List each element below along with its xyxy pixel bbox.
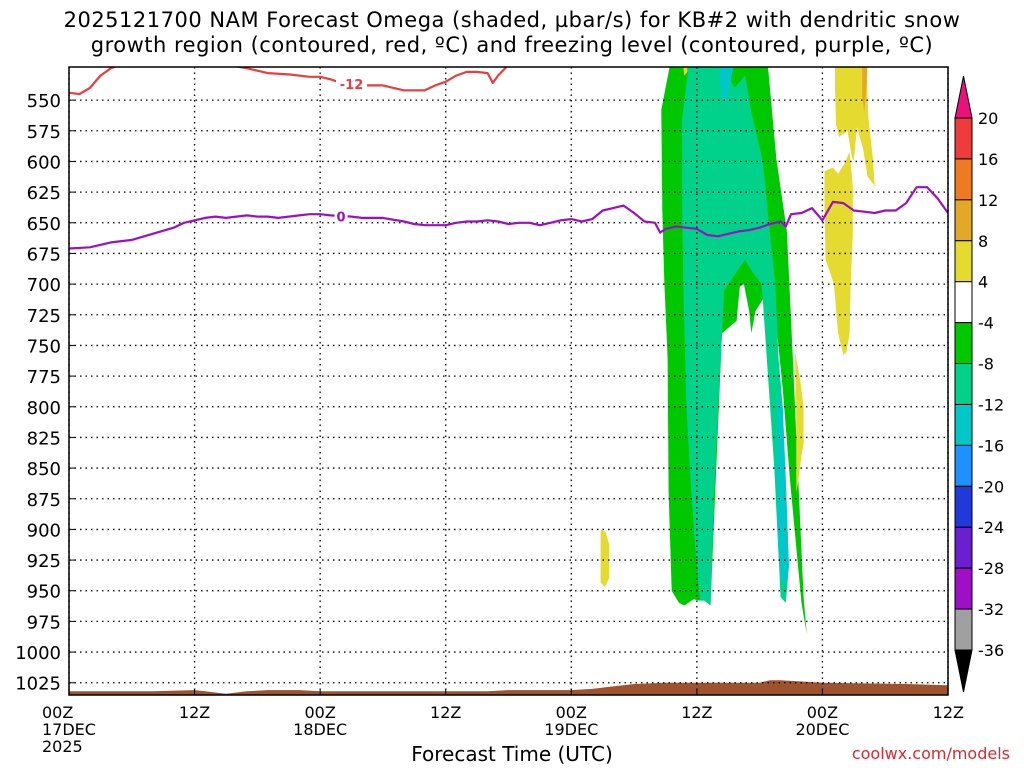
colorbar: 20 16 12 8 4 -4 -8 -12 -16 -20 -24 -28 -32 -36 xyxy=(954,75,1004,693)
contour-label-bg-1 xyxy=(334,208,348,225)
x-tick-label-0-2: 2025 xyxy=(42,737,83,756)
y-tick-label-575: 575 xyxy=(27,122,61,143)
y-axis: 550 575 600 625 650 675 700 725 750 775 800 825 850 8… xyxy=(15,91,75,695)
credit-link[interactable]: coolwx.com/models xyxy=(851,744,1010,763)
y-tick-label-875: 875 xyxy=(27,490,61,511)
colorbar-bin-9 xyxy=(954,485,973,528)
colorbar-bin-0 xyxy=(954,117,973,160)
colorbar-label-3: 8 xyxy=(978,232,988,251)
x-tick-label-48-1: 19DEC xyxy=(544,720,598,739)
x-tick-label-24-1: 18DEC xyxy=(293,720,347,739)
x-tick-label-0-1: 17DEC xyxy=(42,720,96,739)
omega-region-1 xyxy=(682,67,789,606)
y-tick-label-900: 900 xyxy=(27,520,61,541)
omega-region-2 xyxy=(719,67,734,103)
colorbar-label-8: -16 xyxy=(978,436,1004,455)
colorbar-top-arrow xyxy=(954,75,973,119)
chart-title-line-2: growth region (contoured, red, ºC) and f… xyxy=(90,33,934,57)
x-tick-label-48-0: 00Z xyxy=(556,703,587,722)
colorbar-bottom-arrow xyxy=(954,649,973,693)
contour-line-1 xyxy=(69,186,948,250)
y-tick-label-650: 650 xyxy=(27,214,61,235)
contour-label-bg-0 xyxy=(336,76,368,93)
colorbar-bin-6 xyxy=(954,363,973,405)
x-tick-label-72-0: 00Z xyxy=(807,703,838,722)
colorbar-label-9: -20 xyxy=(978,477,1004,496)
colorbar-label-2: 12 xyxy=(978,191,998,210)
y-tick-label-675: 675 xyxy=(27,244,61,265)
colorbar-bin-5 xyxy=(954,322,973,365)
omega-region-6 xyxy=(862,67,868,113)
gridlines xyxy=(68,67,949,695)
y-tick-label-925: 925 xyxy=(27,551,61,572)
terrain-fill xyxy=(69,680,948,695)
x-tick-label-0-0: 00Z xyxy=(42,703,73,722)
y-tick-label-625: 625 xyxy=(27,183,61,204)
colorbar-label-7: -12 xyxy=(978,395,1004,414)
omega-shading-layer xyxy=(600,67,875,634)
colorbar-bin-3 xyxy=(954,240,973,283)
colorbar-label-5: -4 xyxy=(978,314,994,333)
y-tick-label-725: 725 xyxy=(27,306,61,327)
y-tick-label-1025: 1025 xyxy=(15,674,61,695)
x-tick-label-72-1: 20DEC xyxy=(795,720,849,739)
y-tick-label-975: 975 xyxy=(27,612,61,633)
omega-region-3 xyxy=(776,394,789,585)
y-tick-label-775: 775 xyxy=(27,367,61,388)
x-axis-title: Forecast Time (UTC) xyxy=(411,742,613,766)
colorbar-bin-11 xyxy=(954,567,973,610)
colorbar-label-4: 4 xyxy=(978,273,988,292)
contour-layer: -12 0 xyxy=(69,67,948,250)
y-tick-label-600: 600 xyxy=(27,152,61,173)
colorbar-label-13: -36 xyxy=(978,641,1004,660)
colorbar-bin-8 xyxy=(954,444,973,487)
omega-region-8 xyxy=(600,529,609,588)
colorbar-bin-7 xyxy=(954,403,973,446)
y-tick-label-800: 800 xyxy=(27,398,61,419)
y-tick-label-825: 825 xyxy=(27,428,61,449)
y-tick-label-850: 850 xyxy=(27,459,61,480)
colorbar-label-6: -8 xyxy=(978,355,994,374)
y-tick-label-1000: 1000 xyxy=(15,643,61,664)
omega-region-9 xyxy=(683,67,688,76)
contour-label-0: -12 xyxy=(340,78,364,93)
x-tick-label-84-0: 12Z xyxy=(933,703,964,722)
y-tick-label-950: 950 xyxy=(27,582,61,603)
y-tick-label-550: 550 xyxy=(27,91,61,112)
omega-region-7 xyxy=(795,351,804,493)
colorbar-bin-4 xyxy=(954,281,973,324)
x-tick-label-12-0: 12Z xyxy=(179,703,210,722)
x-tick-label-36-0: 12Z xyxy=(430,703,461,722)
colorbar-label-11: -28 xyxy=(978,559,1004,578)
colorbar-bin-2 xyxy=(954,199,973,242)
colorbar-label-10: -24 xyxy=(978,518,1004,537)
omega-region-5 xyxy=(835,67,875,186)
colorbar-bin-1 xyxy=(954,158,973,201)
x-tick-label-60-0: 12Z xyxy=(681,703,712,722)
contour-label-1: 0 xyxy=(337,211,346,226)
y-tick-label-700: 700 xyxy=(27,275,61,296)
colorbar-bin-12 xyxy=(954,608,973,651)
chart-title-line-1: 2025121700 NAM Forecast Omega (shaded, µ… xyxy=(63,8,961,32)
contour-line-0 xyxy=(69,67,508,96)
x-tick-label-24-0: 00Z xyxy=(304,703,335,722)
y-tick-label-750: 750 xyxy=(27,336,61,357)
plot-frame xyxy=(68,66,949,696)
colorbar-label-1: 16 xyxy=(978,150,998,169)
colorbar-bin-10 xyxy=(954,526,973,569)
terrain-layer xyxy=(69,680,948,695)
colorbar-label-0: 20 xyxy=(978,109,998,128)
colorbar-label-12: -32 xyxy=(978,600,1004,619)
